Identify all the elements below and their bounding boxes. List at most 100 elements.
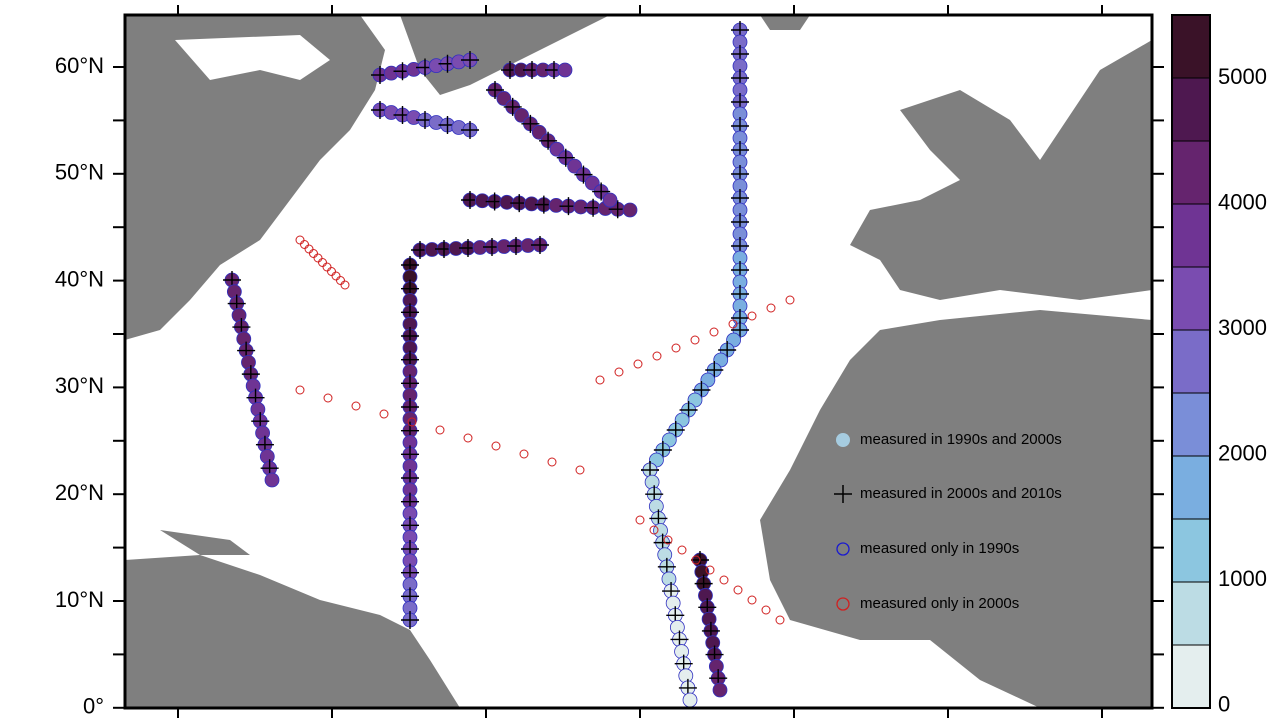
colorbar-label: 0 <box>1218 691 1230 716</box>
station-2000s <box>519 449 529 459</box>
station-2000s <box>340 280 350 290</box>
station-2000s <box>747 595 757 605</box>
station-2000s <box>747 311 757 321</box>
station-cross <box>461 121 479 139</box>
station-2000s <box>733 585 743 595</box>
station-2000s <box>295 235 305 245</box>
land <box>125 15 1152 708</box>
colorbar-band <box>1171 266 1211 331</box>
station-2000s <box>547 457 557 467</box>
station-2000s <box>761 605 771 615</box>
station <box>557 62 573 78</box>
legend-marker <box>836 542 850 556</box>
station-2000s <box>766 303 776 313</box>
legend-label: measured in 1990s and 2000s <box>860 431 1062 448</box>
station <box>669 619 685 635</box>
station <box>499 194 515 210</box>
station-2000s <box>379 409 389 419</box>
station-cross <box>718 341 737 359</box>
station-cross <box>521 114 540 133</box>
legend: measured in 1990s and 2000s measured in 2… <box>834 431 1062 612</box>
station-2000s <box>295 385 305 395</box>
station-cross <box>679 401 698 419</box>
latitude-label: 20°N <box>55 480 104 505</box>
station-cross <box>461 51 479 69</box>
station-2000s <box>691 555 701 565</box>
station-cross <box>531 236 549 254</box>
station-2000s <box>709 327 719 337</box>
colorbar-band <box>1171 644 1211 709</box>
frame-ticks <box>113 5 1164 718</box>
station <box>648 498 664 514</box>
station-2000s <box>775 615 785 625</box>
station-2000s <box>595 375 605 385</box>
station <box>674 644 689 659</box>
latitude-label: 0° <box>83 694 104 719</box>
station-cross <box>731 321 749 339</box>
station-2000s <box>309 249 318 258</box>
latitude-label: 60°N <box>55 53 104 78</box>
station-2000s <box>663 535 673 545</box>
colorbar-band <box>1171 77 1211 142</box>
legend-marker <box>836 597 850 611</box>
station-2000s <box>719 575 729 585</box>
station <box>653 523 668 538</box>
station-2000s <box>633 359 643 369</box>
station <box>524 196 539 212</box>
station-2000s <box>322 262 332 272</box>
station-2000s <box>690 335 700 345</box>
station <box>657 547 673 563</box>
station <box>712 682 728 698</box>
station-2000s <box>463 433 473 443</box>
station-cross <box>539 131 558 150</box>
station-2000s <box>705 565 715 575</box>
station-2000s <box>300 240 309 249</box>
station <box>573 199 589 215</box>
station <box>264 472 280 488</box>
station <box>678 668 694 684</box>
colorbar-frame <box>1171 14 1211 709</box>
latitude-label: 50°N <box>55 160 104 185</box>
station-2000s <box>728 319 738 329</box>
legend-marker <box>834 485 852 503</box>
station-2000s <box>575 465 585 475</box>
station <box>644 474 660 490</box>
station-2000s <box>336 276 345 285</box>
station-2000s <box>435 425 445 435</box>
station-cross <box>556 148 575 167</box>
station <box>622 202 638 218</box>
colorbar: 5000 4000 3000 2000 1000 0 <box>1171 14 1267 716</box>
station-2000s <box>331 271 341 281</box>
station <box>661 571 677 587</box>
station-2000s <box>491 441 501 451</box>
station <box>474 193 490 209</box>
latitude-labels: 60°N 50°N 40°N 30°N 20°N 10°N 0° <box>55 53 104 719</box>
colorbar-label: 4000 <box>1218 189 1267 214</box>
station-cross <box>692 381 711 399</box>
colorbar-label: 1000 <box>1218 566 1267 591</box>
legend-label: measured only in 2000s <box>860 595 1019 612</box>
station-cross <box>705 361 724 379</box>
colorbar-band <box>1171 392 1211 457</box>
station-2000s <box>677 545 687 555</box>
latitude-label: 10°N <box>55 587 104 612</box>
colorbar-band <box>1171 203 1211 268</box>
station-cross <box>574 165 593 184</box>
colorbar-label: 5000 <box>1218 64 1267 89</box>
station-2000s <box>407 417 417 427</box>
colorbar-band <box>1171 581 1211 646</box>
station <box>665 595 681 611</box>
colorbar-band <box>1171 140 1211 205</box>
station-cross <box>486 81 504 99</box>
station-2000s <box>785 295 795 305</box>
station-2000s <box>351 401 361 411</box>
station <box>682 692 698 708</box>
station-cross <box>653 441 672 459</box>
legend-marker <box>836 433 850 447</box>
station-2000s <box>652 351 662 361</box>
station-cross <box>401 611 419 629</box>
station-2000s <box>614 367 624 377</box>
colorbar-band <box>1171 329 1211 394</box>
map-frame <box>123 13 1154 710</box>
